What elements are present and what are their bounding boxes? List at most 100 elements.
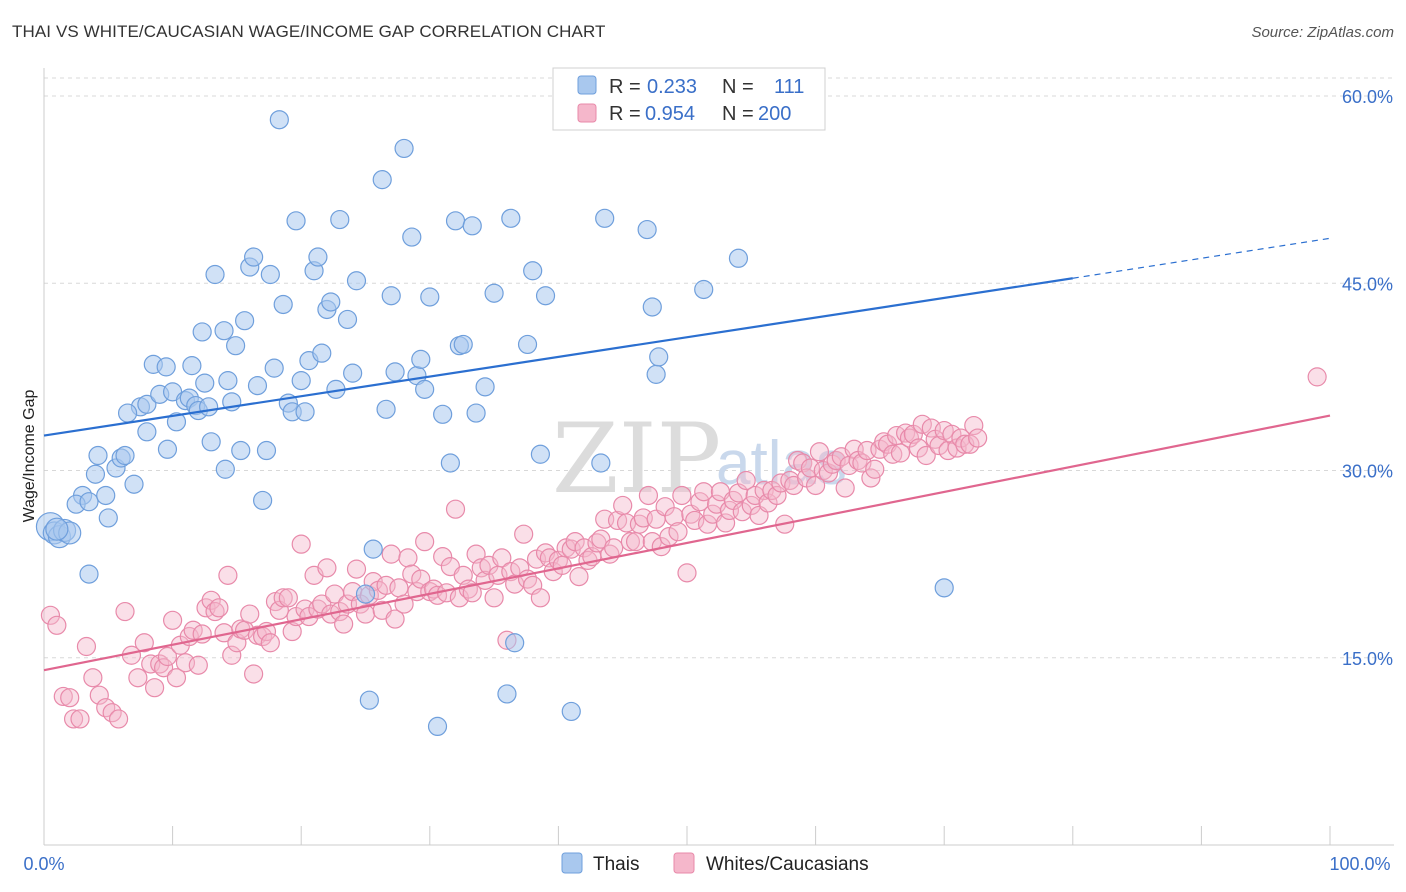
thais-point	[308, 247, 328, 267]
whites-point	[70, 709, 90, 729]
thais-point	[88, 445, 108, 466]
thais-point	[137, 422, 157, 442]
whites-point	[83, 668, 103, 688]
thais-point	[591, 453, 611, 473]
whites-point	[809, 442, 830, 462]
whites-point	[569, 567, 589, 587]
thais-point	[376, 399, 396, 419]
whites-point	[166, 668, 187, 688]
x-tick-label-max: 100.0%	[1329, 854, 1390, 874]
whites-point	[741, 495, 761, 516]
whites-point	[415, 532, 435, 552]
whites-point	[205, 601, 225, 622]
whites-point	[433, 547, 453, 567]
whites-point	[826, 450, 846, 471]
thais-point	[199, 397, 219, 417]
y-axis-title: Wage/Income Gap	[21, 390, 38, 523]
thais-point	[115, 445, 135, 466]
legend-n-value-thais: 111	[774, 76, 804, 98]
whites-point	[620, 532, 641, 552]
thais-trend-extension	[1072, 237, 1331, 279]
thais-point	[330, 209, 350, 230]
thais-point	[205, 264, 225, 285]
whites-point	[677, 563, 697, 583]
legend-swatch-whites	[577, 103, 597, 123]
whites-point	[625, 532, 646, 552]
whites-point	[346, 559, 367, 579]
whites-point	[767, 485, 787, 506]
whites-point	[150, 654, 170, 674]
whites-point	[334, 614, 354, 634]
thais-point	[402, 227, 422, 247]
thais-point	[475, 377, 495, 397]
whites-point	[968, 428, 988, 448]
whites-point	[960, 434, 980, 454]
thais-point	[117, 403, 138, 423]
thais-point	[595, 208, 615, 228]
thais-point	[501, 208, 521, 228]
legend-r-value-thais: 0.233	[647, 76, 697, 98]
bottom-legend: Thais Whites/Caucasians	[561, 852, 869, 875]
legend-swatch-thais	[577, 75, 597, 95]
whites-point	[805, 475, 826, 496]
thais-point	[137, 394, 157, 414]
thais-point	[295, 402, 315, 422]
thais-point	[253, 490, 273, 511]
thais-point	[244, 247, 264, 267]
thais-point	[214, 321, 234, 341]
whites-point	[153, 658, 174, 678]
whites-point	[63, 709, 84, 729]
thais-point	[264, 358, 284, 378]
whites-point	[115, 601, 135, 622]
thais-point	[385, 362, 405, 382]
whites-point	[883, 444, 903, 464]
thais-point	[321, 292, 341, 312]
whites-point	[188, 655, 208, 675]
whites-point	[47, 615, 67, 635]
thais-point	[291, 371, 311, 391]
thais-point	[235, 311, 255, 331]
thais-point	[530, 444, 550, 464]
thais-point	[256, 440, 277, 461]
bottom-legend-label-whites: Whites/Caucasians	[706, 854, 869, 875]
whites-point	[604, 538, 624, 558]
whites-point	[613, 495, 633, 516]
thais-point	[195, 373, 215, 393]
whites-point	[60, 688, 80, 708]
thais-point	[273, 294, 293, 315]
thais-point	[96, 485, 116, 506]
legend-r-label-whites: R =	[609, 103, 641, 125]
whites-point	[1307, 367, 1327, 387]
thais-point	[517, 334, 538, 355]
x-tick-marks	[172, 826, 1331, 845]
thais-point	[523, 261, 543, 281]
thais-point	[231, 440, 251, 461]
whites-point	[908, 438, 929, 458]
y-tick-label-45: 45.0%	[1342, 274, 1393, 294]
legend-box: R = 0.233 N = 111 R = 0.954 N = 200	[552, 67, 826, 131]
thais-point	[260, 264, 280, 285]
whites-point	[218, 565, 238, 585]
thais-point	[381, 286, 401, 306]
whites-point	[76, 636, 97, 657]
whites-point	[514, 524, 534, 544]
trend-lines	[43, 237, 1331, 672]
whites-point	[134, 633, 154, 653]
whites-point	[754, 480, 774, 501]
whites-point	[398, 548, 418, 568]
whites-point	[278, 588, 298, 608]
whites-point	[736, 470, 756, 491]
bottom-legend-label-thais: Thais	[593, 854, 639, 875]
whites-point	[964, 415, 984, 436]
thais-point	[156, 357, 176, 377]
whites-point	[672, 485, 692, 506]
thais-point	[247, 376, 268, 396]
thais-point	[343, 363, 363, 383]
whites-point	[96, 698, 116, 718]
thais-point	[637, 219, 657, 240]
thais-point	[218, 371, 238, 391]
thais-point	[98, 508, 118, 528]
thais-point	[355, 584, 376, 604]
whites-point	[484, 588, 504, 608]
